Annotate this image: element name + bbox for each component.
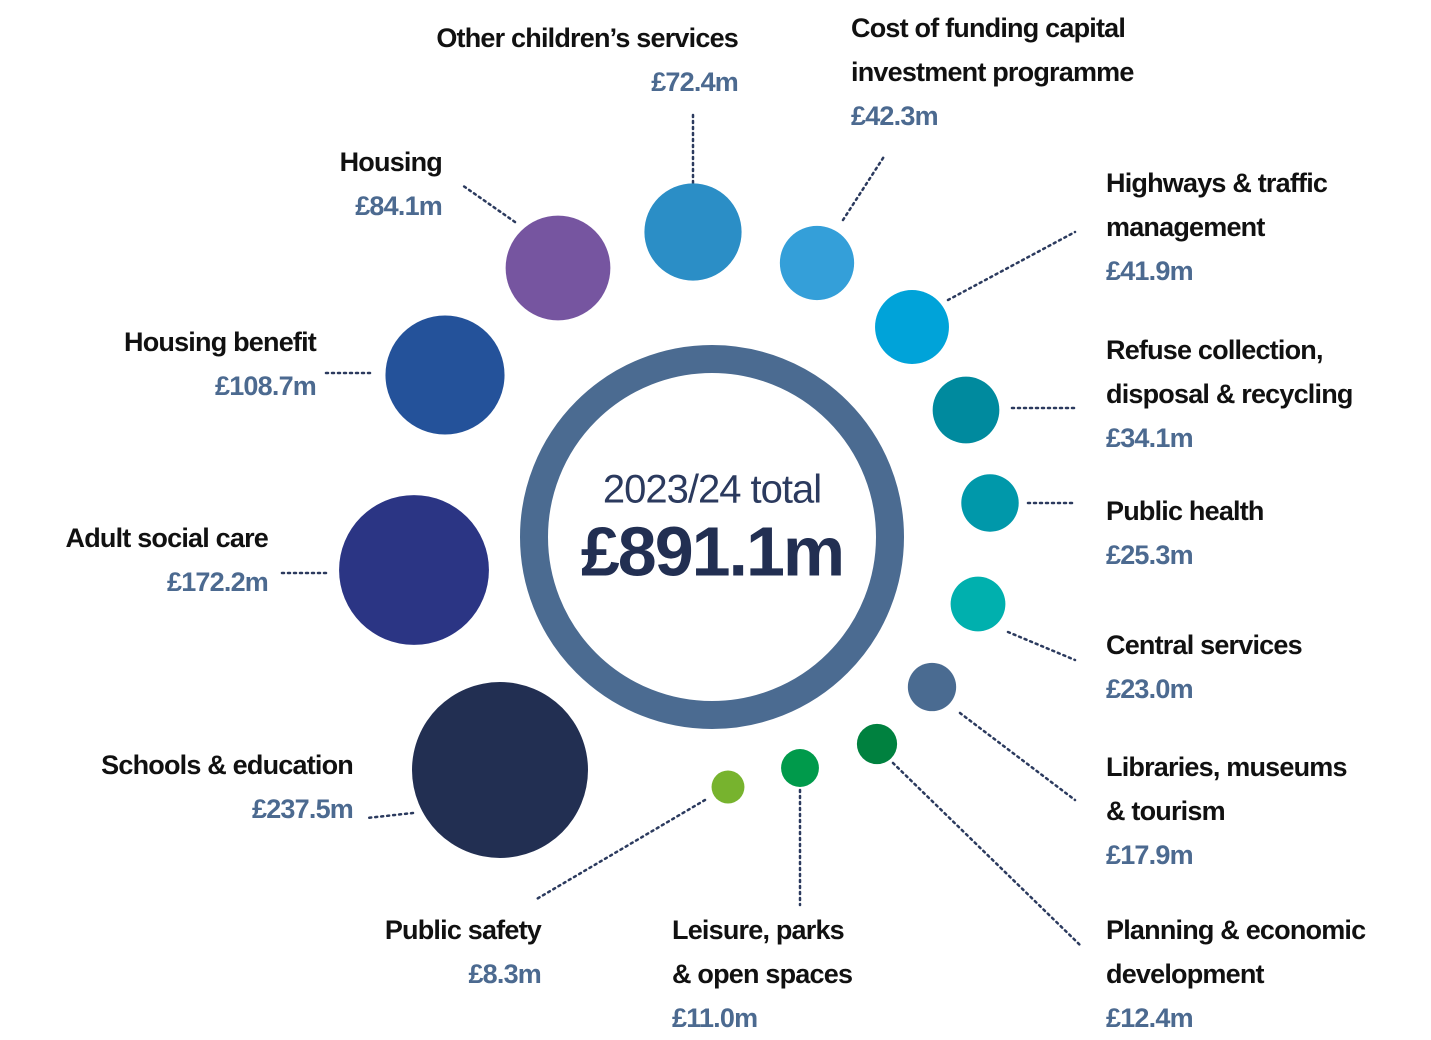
bubble-label: Central services £23.0m [1106, 623, 1303, 711]
value-label: £11.0m [672, 1003, 758, 1033]
leader-line [533, 798, 707, 902]
bubble-label: Refuse collection, disposal & recycling £… [1106, 328, 1353, 460]
bubble-label: Libraries, museums & tourism £17.9m [1106, 745, 1348, 877]
bubble [339, 495, 489, 645]
category-name: Housing benefit [124, 327, 317, 357]
category-name: Public health [1106, 496, 1264, 526]
leader-line [891, 761, 1082, 947]
leader-line [460, 183, 517, 224]
value-label: £237.5m [252, 794, 354, 824]
bubble [779, 225, 855, 301]
category-name: Highways & traffic management [1106, 168, 1328, 242]
bubble [950, 576, 1006, 632]
value-label: £17.9m [1106, 840, 1194, 870]
bubble [385, 315, 505, 435]
bubble [875, 290, 949, 364]
bubble-label: Public safety £8.3m [384, 908, 542, 996]
value-label: £8.3m [468, 959, 541, 989]
bubble [412, 682, 588, 858]
value-label: £34.1m [1106, 423, 1194, 453]
value-label: £42.3m [851, 101, 939, 131]
bubble [781, 749, 819, 787]
leader-line [841, 153, 887, 222]
category-name: Public safety [384, 915, 542, 945]
bubble-label: Housing £84.1m [339, 140, 443, 228]
leader-line [958, 711, 1077, 802]
bubble [961, 474, 1019, 532]
bubble [711, 770, 745, 804]
value-label: £41.9m [1106, 256, 1194, 286]
bubble-label: Housing benefit £108.7m [124, 320, 317, 408]
bubble [932, 376, 1000, 444]
total-value: £891.1m [581, 512, 843, 590]
category-name: Schools & education [101, 750, 354, 780]
value-label: £12.4m [1106, 1003, 1194, 1033]
value-label: £25.3m [1106, 540, 1194, 570]
bubble-label: Highways & traffic management £41.9m [1106, 161, 1328, 293]
bubble [856, 723, 898, 765]
leader-line [946, 230, 1077, 302]
bubble-label: Adult social care £172.2m [65, 516, 269, 604]
center-label: 2023/24 total [603, 468, 821, 512]
bubble-label: Planning & economic development £12.4m [1106, 908, 1366, 1040]
value-label: £23.0m [1106, 674, 1194, 704]
bubble-label: Other children’s services £72.4m [436, 16, 738, 104]
bubble-label: Leisure, parks & open spaces £11.0m [672, 908, 853, 1040]
category-name: Libraries, museums & tourism [1106, 752, 1348, 826]
value-label: £172.2m [167, 567, 269, 597]
bubble [907, 662, 957, 712]
bubble [505, 215, 611, 321]
leader-line [365, 811, 415, 820]
category-name: Other children’s services [436, 23, 738, 53]
leader-line [1006, 630, 1077, 662]
total-ring [520, 345, 904, 729]
category-name: Housing [339, 147, 443, 177]
bubble-label: Schools & education £237.5m [101, 743, 354, 831]
category-name: Leisure, parks & open spaces [672, 915, 853, 989]
category-name: Adult social care [65, 523, 269, 553]
category-name: Cost of funding capital investment progr… [851, 13, 1134, 87]
bubble-label: Cost of funding capital investment progr… [851, 6, 1134, 138]
category-name: Refuse collection, disposal & recycling [1106, 335, 1353, 409]
category-name: Central services [1106, 630, 1303, 660]
bubble [644, 183, 742, 281]
value-label: £84.1m [355, 191, 443, 221]
value-label: £72.4m [651, 67, 739, 97]
value-label: £108.7m [215, 371, 317, 401]
category-name: Planning & economic development [1106, 915, 1366, 989]
bubble-label: Public health £25.3m [1106, 489, 1264, 577]
